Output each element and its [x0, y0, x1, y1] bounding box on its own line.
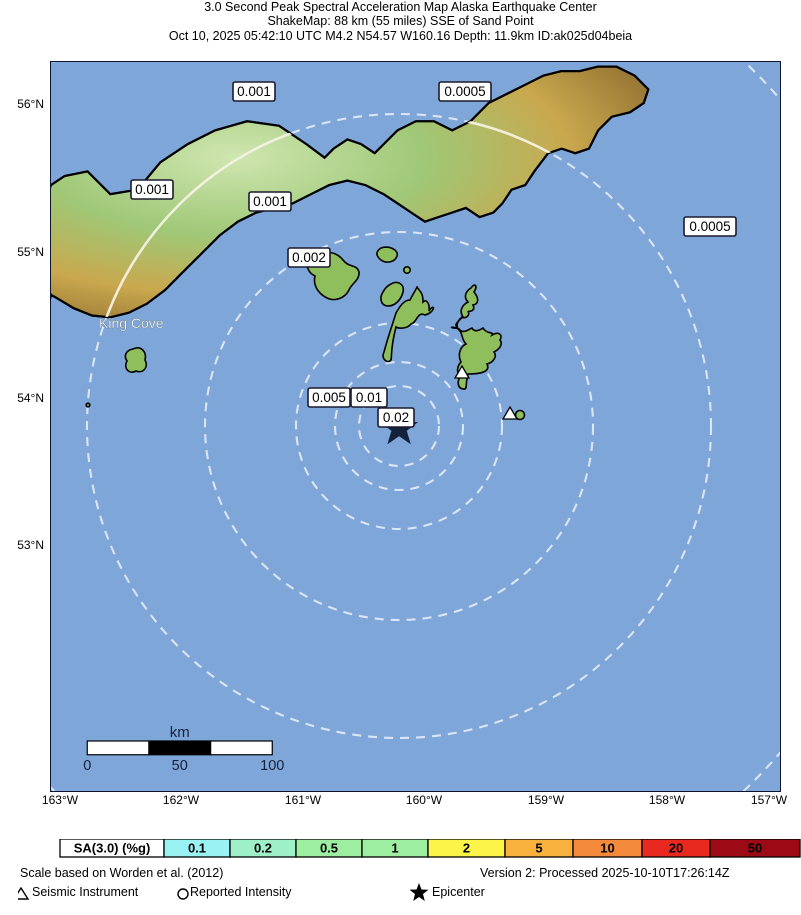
- svg-text:0.02: 0.02: [383, 410, 409, 425]
- svg-text:0.001: 0.001: [135, 182, 169, 197]
- svg-text:0.0005: 0.0005: [689, 219, 730, 234]
- svg-text:km: km: [170, 724, 190, 741]
- svg-text:0.001: 0.001: [253, 194, 287, 209]
- svg-text:0.5: 0.5: [320, 841, 338, 856]
- svg-text:King Cove: King Cove: [99, 315, 164, 331]
- svg-text:0.0005: 0.0005: [444, 84, 485, 99]
- svg-text:0: 0: [83, 758, 91, 774]
- svg-text:0.002: 0.002: [292, 250, 326, 265]
- svg-text:0.2: 0.2: [254, 841, 272, 856]
- svg-text:20: 20: [669, 841, 683, 856]
- svg-text:0.1: 0.1: [188, 841, 206, 856]
- svg-text:0.001: 0.001: [237, 84, 271, 99]
- svg-text:0.01: 0.01: [356, 390, 382, 405]
- svg-text:100: 100: [260, 758, 284, 774]
- svg-text:1: 1: [391, 841, 398, 856]
- svg-text:50: 50: [172, 758, 188, 774]
- svg-text:SA(3.0) (%g): SA(3.0) (%g): [74, 841, 151, 856]
- svg-text:5: 5: [535, 841, 542, 856]
- svg-text:0.005: 0.005: [312, 390, 346, 405]
- svg-text:10: 10: [600, 841, 614, 856]
- svg-text:50: 50: [748, 841, 762, 856]
- svg-text:2: 2: [463, 841, 470, 856]
